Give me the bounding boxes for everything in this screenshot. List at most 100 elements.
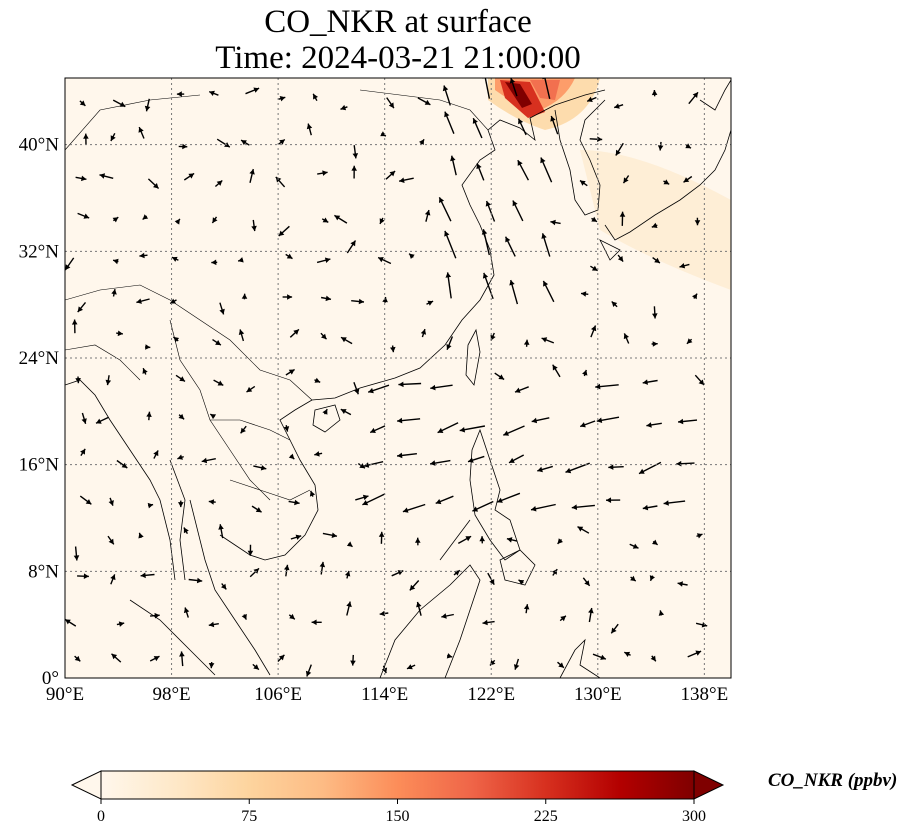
wind-vector-head — [446, 653, 453, 659]
wind-vector-head — [83, 213, 90, 219]
wind-vector-head — [407, 664, 413, 670]
lat-tick-label-1: 8°N — [28, 561, 59, 582]
colorbar-tick-label-3: 225 — [534, 808, 558, 825]
wind-vector-head — [77, 306, 83, 313]
wind-vector-head — [611, 301, 618, 307]
wind-vector-head — [468, 457, 474, 463]
wind-vector-head — [111, 653, 118, 660]
wind-vector-head — [658, 610, 665, 616]
wind-vector-head — [543, 280, 549, 287]
lat-tick-label-4: 32°N — [19, 241, 60, 262]
wind-vector-head — [663, 179, 670, 185]
wind-vector-head — [177, 454, 183, 460]
lon-tick-label-1: 98°E — [152, 684, 190, 705]
wind-vector-head — [324, 257, 331, 263]
wind-vector-head — [430, 460, 436, 466]
wind-vector-head — [136, 298, 142, 304]
wind-vector-head — [119, 101, 126, 107]
wind-vector-head — [240, 427, 246, 434]
map-gridlines — [64, 78, 731, 679]
wind-vector-head — [201, 457, 208, 464]
wind-vector-head — [379, 610, 385, 617]
wind-vector-head — [179, 376, 185, 382]
wind-vector-head — [218, 524, 224, 530]
colorbar-tick-label-2: 150 — [386, 808, 410, 825]
wind-vector-head — [279, 139, 285, 145]
wind-vector-head — [646, 422, 652, 428]
wind-vector-head — [427, 300, 434, 306]
wind-vector-head — [251, 225, 257, 232]
lat-tick-label-5: 40°N — [19, 135, 60, 156]
wind-vector-head — [351, 165, 357, 171]
wind-vector-head — [196, 577, 203, 584]
wind-vector-head — [362, 494, 369, 501]
wind-vector-head — [305, 670, 312, 677]
wind-vector-head — [79, 100, 86, 106]
wind-vector-head — [178, 502, 184, 508]
wind-vector-head — [138, 532, 144, 539]
wind-vector-head — [142, 214, 149, 220]
wind-vector-head — [288, 453, 295, 460]
wind-vector-head — [581, 291, 587, 297]
wind-vector-head — [306, 123, 313, 130]
wind-vector-head — [416, 601, 422, 608]
wind-vector-head — [472, 118, 478, 124]
wind-vector-head — [215, 340, 221, 346]
wind-vector-head — [153, 183, 159, 189]
wind-vector-head — [518, 579, 525, 585]
wind-vector-head — [537, 466, 543, 473]
wind-vector-head — [437, 427, 444, 433]
wind-vector-head — [652, 539, 658, 545]
wind-vector-head — [179, 651, 185, 657]
wind-vector-head — [472, 506, 479, 512]
wind-vector-head — [651, 222, 658, 228]
wind-vector-head — [359, 463, 365, 469]
wind-vector-head — [649, 575, 655, 581]
wind-vector-head — [358, 298, 364, 305]
wind-vector-head — [503, 430, 509, 436]
wind-vector-head — [140, 572, 146, 579]
wind-vector-head — [663, 500, 669, 506]
wind-vector-head — [283, 426, 290, 432]
wind-vector-head — [398, 381, 404, 388]
wind-vector-head — [110, 574, 116, 581]
wind-vector-head — [111, 289, 117, 295]
wind-vector-head — [523, 339, 530, 345]
wind-vector-head — [694, 220, 701, 226]
wind-vector-head — [587, 96, 593, 102]
wind-vector-head — [445, 272, 452, 278]
wind-vector-head — [322, 217, 329, 223]
wind-vector-head — [346, 601, 352, 608]
wind-vector-head — [108, 500, 114, 506]
wind-vector-head — [284, 564, 290, 571]
wind-vector-head — [322, 170, 328, 176]
wind-vector-head — [216, 180, 223, 186]
colorbar: 0 75 150 225 300 — [70, 770, 725, 825]
wind-vector-head — [439, 197, 445, 203]
wind-vector-head — [183, 607, 190, 614]
wind-vector-head — [121, 462, 128, 468]
wind-vector-head — [523, 604, 530, 610]
wind-vector-head — [295, 534, 302, 540]
wind-vector-head — [584, 580, 590, 586]
lat-tick-label-0: 0° — [42, 668, 59, 689]
wind-vector-head — [465, 536, 472, 542]
concentration-field — [488, 78, 731, 290]
wind-vector-head — [444, 111, 450, 118]
wind-vector-head — [409, 584, 416, 591]
wind-vector-head — [446, 344, 452, 350]
wind-vector-head — [73, 555, 80, 561]
wind-vector-head — [145, 344, 151, 350]
wind-vector-head — [221, 583, 227, 590]
wind-vector-head — [497, 497, 503, 503]
wind-vector-head — [217, 380, 224, 386]
wind-vector-head — [346, 541, 353, 547]
wind-vector-head — [176, 91, 182, 97]
wind-vector-head — [517, 160, 523, 166]
wind-vector-head — [550, 219, 556, 226]
wind-vector-head — [286, 253, 293, 259]
wind-vector-head — [378, 257, 384, 263]
wind-vector-head — [208, 499, 215, 505]
wind-vector-head — [397, 417, 403, 424]
wind-vector-head — [430, 384, 436, 391]
